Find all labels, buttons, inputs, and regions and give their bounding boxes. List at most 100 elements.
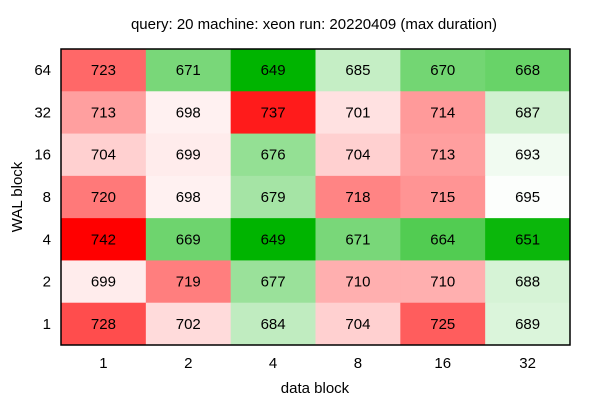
heatmap-cell [230,218,316,261]
heatmap-cell [485,218,571,261]
heatmap-cell [400,302,486,346]
x-tick-label: 2 [184,355,192,372]
heatmap-cell [145,218,232,261]
heatmap-cell [485,49,571,92]
y-axis-ticks: 64 32 16 8 4 2 1 [34,62,51,333]
cell-value-label: 689 [515,316,540,333]
heatmap-cell [315,260,401,304]
cell-value-label: 718 [345,189,370,206]
cell-value-label: 668 [515,62,540,79]
y-tick-label: 8 [43,189,51,206]
cell-value-label: 704 [345,147,370,164]
cell-value-label: 698 [176,189,201,206]
cell-value-label: 698 [176,104,201,121]
heatmap-cell [230,91,316,135]
heatmap-cell [485,175,571,219]
cell-value-label: 728 [91,316,116,333]
heatmap-cell [230,175,316,219]
cell-value-label: 713 [91,104,116,121]
heatmap-cell [485,302,571,346]
y-tick-label: 4 [43,231,51,248]
cell-value-label: 693 [515,147,540,164]
heatmap-cell [61,302,147,346]
heatmap-cell [485,91,571,135]
y-tick-label: 64 [34,62,51,79]
cell-value-label: 649 [261,62,286,79]
cell-value-label: 713 [430,147,455,164]
heatmap-cell [145,91,232,135]
cell-value-label: 719 [176,274,201,291]
x-axis-ticks: 1 2 4 8 16 32 [99,355,536,372]
heatmap-cells: 723 671 649 685 670 668 713 698 737 701 714 687 704 6… [61,49,571,346]
cell-value-label: 725 [430,316,455,333]
cell-value-label: 704 [345,316,370,333]
cell-value-label: 669 [176,231,201,248]
cell-value-label: 702 [176,316,201,333]
cell-value-label: 671 [345,231,370,248]
heatmap-cell [485,260,571,304]
heatmap-cell [400,133,486,177]
heatmap-cell [315,49,401,92]
cell-value-label: 676 [261,147,286,164]
cell-value-label: 688 [515,274,540,291]
heatmap-cell [315,133,401,177]
heatmap-cell [400,260,486,304]
x-tick-label: 16 [434,355,451,372]
cell-value-label: 651 [515,231,540,248]
cell-value-label: 723 [91,62,116,79]
cell-value-label: 737 [261,104,286,121]
cell-value-label: 671 [176,62,201,79]
heatmap-cell [400,49,486,92]
heatmap-cell [315,175,401,219]
y-tick-label: 16 [34,147,51,164]
cell-value-label: 679 [261,189,286,206]
heatmap-cell [400,218,486,261]
x-tick-label: 1 [99,355,107,372]
x-tick-label: 4 [269,355,277,372]
heatmap-cell [61,91,147,135]
cell-value-label: 699 [91,274,116,291]
heatmap-cell [315,302,401,346]
heatmap-cell [61,175,147,219]
heatmap-cell [400,175,486,219]
cell-value-label: 742 [91,231,116,248]
heatmap-cell [230,49,316,92]
y-tick-label: 1 [43,316,51,333]
heatmap-cell [230,260,316,304]
x-tick-label: 8 [354,355,362,372]
cell-value-label: 685 [345,62,370,79]
cell-value-label: 687 [515,104,540,121]
cell-value-label: 715 [430,189,455,206]
cell-value-label: 720 [91,189,116,206]
cell-value-label: 670 [430,62,455,79]
x-tick-label: 32 [519,355,536,372]
heatmap-cell [61,260,147,304]
heatmap-cell [61,218,147,261]
heatmap-cell [230,302,316,346]
heatmap-cell [145,302,232,346]
cell-value-label: 684 [261,316,286,333]
heatmap-cell [145,260,232,304]
cell-value-label: 710 [345,274,370,291]
cell-value-label: 710 [430,274,455,291]
heatmap-cell [315,218,401,261]
heatmap-cell [400,91,486,135]
cell-value-label: 677 [261,274,286,291]
cell-value-label: 714 [430,104,455,121]
cell-value-label: 695 [515,189,540,206]
cell-value-label: 699 [176,147,201,164]
heatmap-cell [145,175,232,219]
plot-frame [60,48,571,346]
chart-title: query: 20 machine: xeon run: 20220409 (m… [131,16,497,33]
cell-value-label: 649 [261,231,286,248]
y-tick-label: 2 [43,274,51,291]
heatmap-cell [145,49,232,92]
heatmap-cell [61,49,147,92]
heatmap-cell [61,133,147,177]
heatmap-cell [145,133,232,177]
heatmap-cell [485,133,571,177]
cell-value-label: 664 [430,231,455,248]
x-axis-label: data block [281,380,350,397]
cell-value-label: 704 [91,147,116,164]
